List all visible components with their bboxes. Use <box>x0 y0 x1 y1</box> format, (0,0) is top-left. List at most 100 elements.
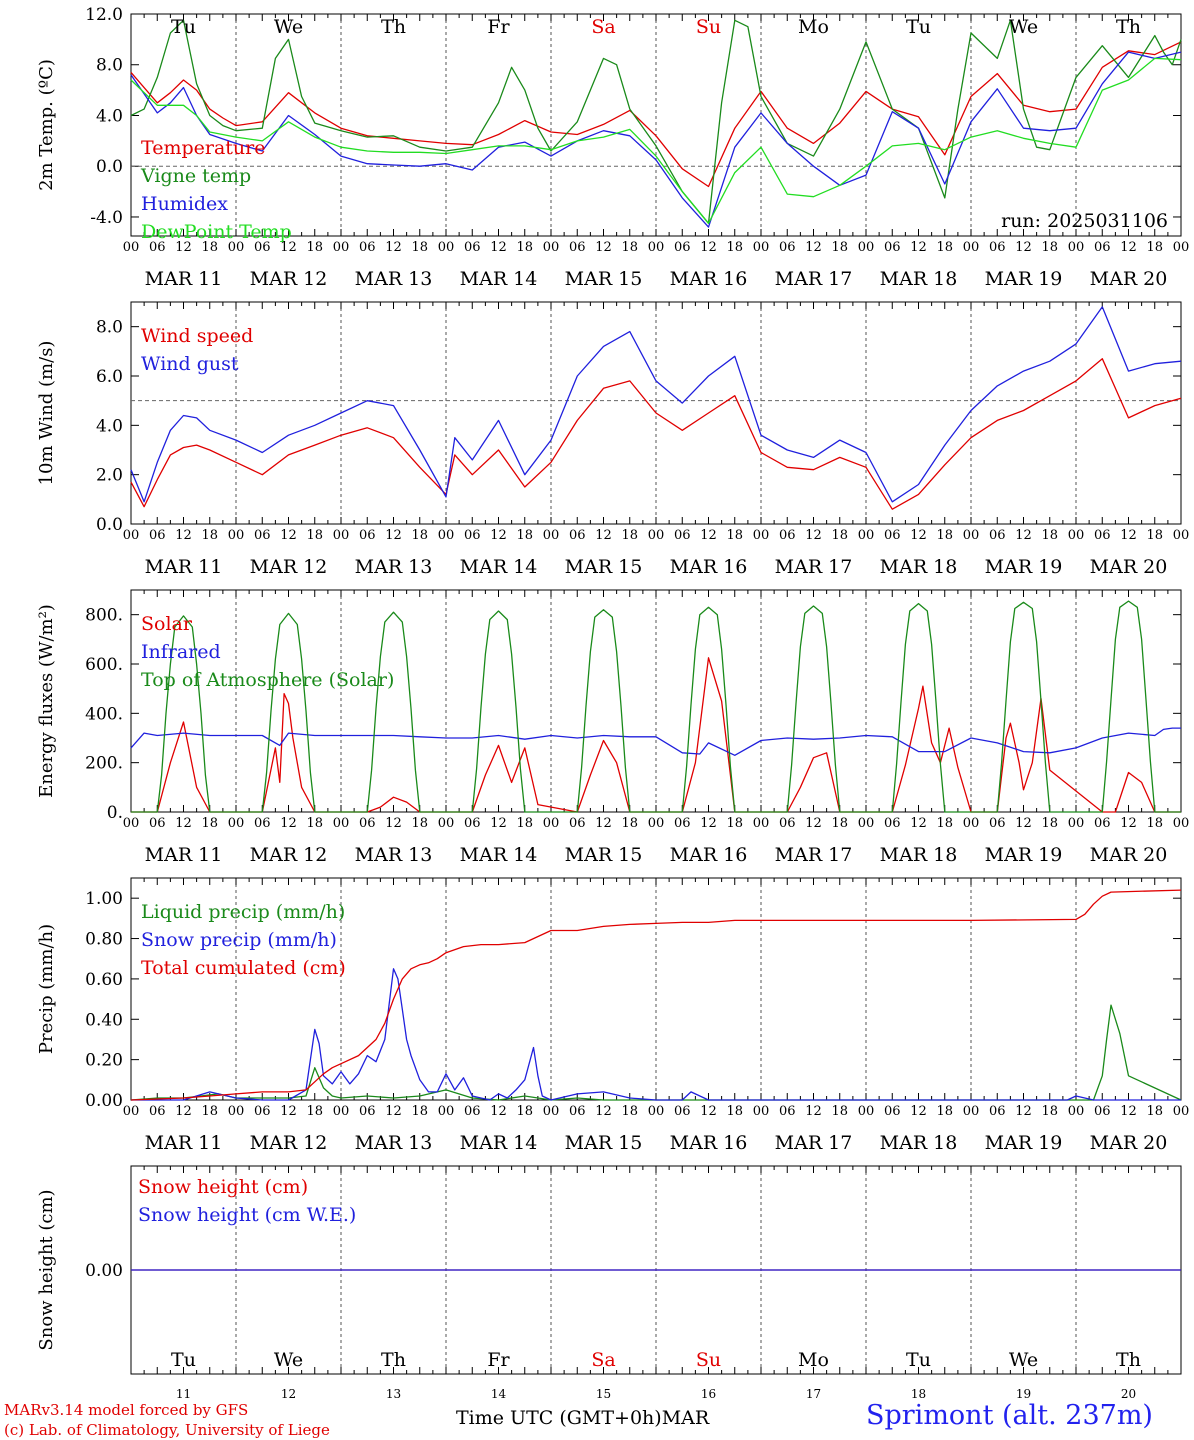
hour-tick-label: 06 <box>989 240 1006 255</box>
hour-tick-label: 06 <box>149 528 166 543</box>
weekday-label-bottom: We <box>1009 1349 1038 1371</box>
y-axis-label: Energy fluxes (W/m²) <box>36 604 57 798</box>
hour-tick-label: 00 <box>333 816 350 831</box>
hour-tick-label: 12 <box>910 1104 927 1119</box>
date-label: MAR 13 <box>355 844 433 866</box>
series-line-infrared <box>130 727 1181 756</box>
hour-tick-label: 12 <box>1015 528 1032 543</box>
y-tick-label: 600. <box>85 655 123 675</box>
hour-tick-label: 00 <box>648 528 665 543</box>
y-tick-label: 0.00 <box>85 1261 123 1281</box>
series-line-temperature <box>130 41 1182 188</box>
legend-entry: Snow precip (mm/h) <box>141 929 337 951</box>
date-label: MAR 17 <box>775 556 853 578</box>
hour-tick-label: 18 <box>306 1104 323 1119</box>
legend-entry: DewPoint Temp <box>141 221 292 243</box>
hour-tick-label: 00 <box>648 240 665 255</box>
hour-tick-label: 06 <box>1094 1104 1111 1119</box>
weekday-label-bottom: Fr <box>487 1349 510 1371</box>
date-label: MAR 14 <box>460 268 538 290</box>
weekday-label-top: Fr <box>487 16 510 38</box>
hour-tick-label: 18 <box>516 240 533 255</box>
date-label: MAR 18 <box>880 556 958 578</box>
legend-entry: Wind speed <box>141 325 253 347</box>
hour-tick-label: 18 <box>831 816 848 831</box>
legend-entry: Total cumulated (cm) <box>141 957 346 979</box>
hour-tick-label: 12 <box>280 816 297 831</box>
hour-tick-label: 06 <box>254 528 271 543</box>
date-label: MAR 15 <box>565 268 643 290</box>
hour-tick-label: 06 <box>254 816 271 831</box>
hour-tick-label: 06 <box>989 816 1006 831</box>
hour-tick-label: 06 <box>569 816 586 831</box>
legend-entry: Snow height (cm W.E.) <box>138 1204 356 1226</box>
hour-tick-label: 12 <box>805 1104 822 1119</box>
hour-tick-label: 06 <box>674 816 691 831</box>
hour-tick-label: 06 <box>569 528 586 543</box>
weekday-label-top: Tu <box>906 16 931 38</box>
hour-tick-label: 00 <box>753 816 770 831</box>
date-label: MAR 12 <box>250 556 328 578</box>
hour-tick-label: 12 <box>910 816 927 831</box>
hour-tick-label: 00 <box>1173 1104 1190 1119</box>
series-line-dewpoint-temp <box>130 57 1182 224</box>
legend-entry: Solar <box>141 613 193 635</box>
hour-tick-label: 18 <box>411 1104 428 1119</box>
hour-tick-label: 06 <box>884 1104 901 1119</box>
hour-tick-label: 00 <box>1173 528 1190 543</box>
y-axis-label: Snow height (cm) <box>36 1189 57 1350</box>
hour-tick-label: 18 <box>621 1104 638 1119</box>
hour-tick-label: 18 <box>1041 240 1058 255</box>
hour-tick-label: 00 <box>123 1104 140 1119</box>
y-tick-label: 2.0 <box>96 466 123 486</box>
hour-tick-label: 18 <box>1041 528 1058 543</box>
hour-tick-label: 00 <box>228 240 245 255</box>
weekday-label-top: Sa <box>591 16 615 38</box>
hour-tick-label: 18 <box>726 816 743 831</box>
hour-tick-label: 06 <box>149 240 166 255</box>
hour-tick-label: 00 <box>1068 1104 1085 1119</box>
hour-tick-label: 12 <box>595 816 612 831</box>
date-label: MAR 19 <box>985 556 1063 578</box>
hour-tick-label: 06 <box>674 1104 691 1119</box>
hour-tick-label: 18 <box>411 816 428 831</box>
hour-tick-label: 00 <box>1068 528 1085 543</box>
weekday-label-top: Th <box>381 16 406 38</box>
hour-tick-label: 12 <box>385 240 402 255</box>
date-label: MAR 18 <box>880 844 958 866</box>
date-label: MAR 16 <box>670 556 748 578</box>
series-line-vigne-temp <box>130 19 1182 224</box>
hour-tick-label: 12 <box>595 240 612 255</box>
hour-tick-label: 12 <box>490 528 507 543</box>
legend-entry: Humidex <box>141 193 228 215</box>
date-label: MAR 17 <box>775 268 853 290</box>
hour-tick-label: 00 <box>858 816 875 831</box>
hour-tick-label: 12 <box>1120 240 1137 255</box>
hour-tick-label: 00 <box>858 528 875 543</box>
hour-tick-label: 12 <box>280 240 297 255</box>
y-tick-label: 8.0 <box>96 56 123 76</box>
y-tick-label: 0.40 <box>85 1010 123 1030</box>
hour-tick-label: 00 <box>543 816 560 831</box>
hour-tick-label: 18 <box>411 240 428 255</box>
weekday-label-bottom: We <box>274 1349 303 1371</box>
date-label: MAR 12 <box>250 844 328 866</box>
hour-tick-label: 18 <box>1146 1104 1163 1119</box>
day-number-label: 13 <box>386 1387 401 1400</box>
hour-tick-label: 00 <box>333 528 350 543</box>
station-name: Sprimont (alt. 237m) <box>866 1400 1153 1431</box>
hour-tick-label: 12 <box>175 1104 192 1119</box>
y-tick-label: 6.0 <box>96 367 123 387</box>
y-tick-label: 0.00 <box>85 1091 123 1111</box>
hour-tick-label: 00 <box>753 240 770 255</box>
legend-entry: Top of Atmosphere (Solar) <box>141 669 394 691</box>
day-number-label: 11 <box>176 1387 191 1400</box>
hour-tick-label: 18 <box>936 816 953 831</box>
date-label: MAR 20 <box>1090 844 1168 866</box>
hour-tick-label: 06 <box>149 1104 166 1119</box>
hour-tick-label: 06 <box>569 1104 586 1119</box>
date-label: MAR 13 <box>355 268 433 290</box>
series-line-total-cumulated-cm <box>130 889 1182 1101</box>
hour-tick-label: 18 <box>726 1104 743 1119</box>
y-axis-label: Precip (mm/h) <box>36 924 57 1054</box>
